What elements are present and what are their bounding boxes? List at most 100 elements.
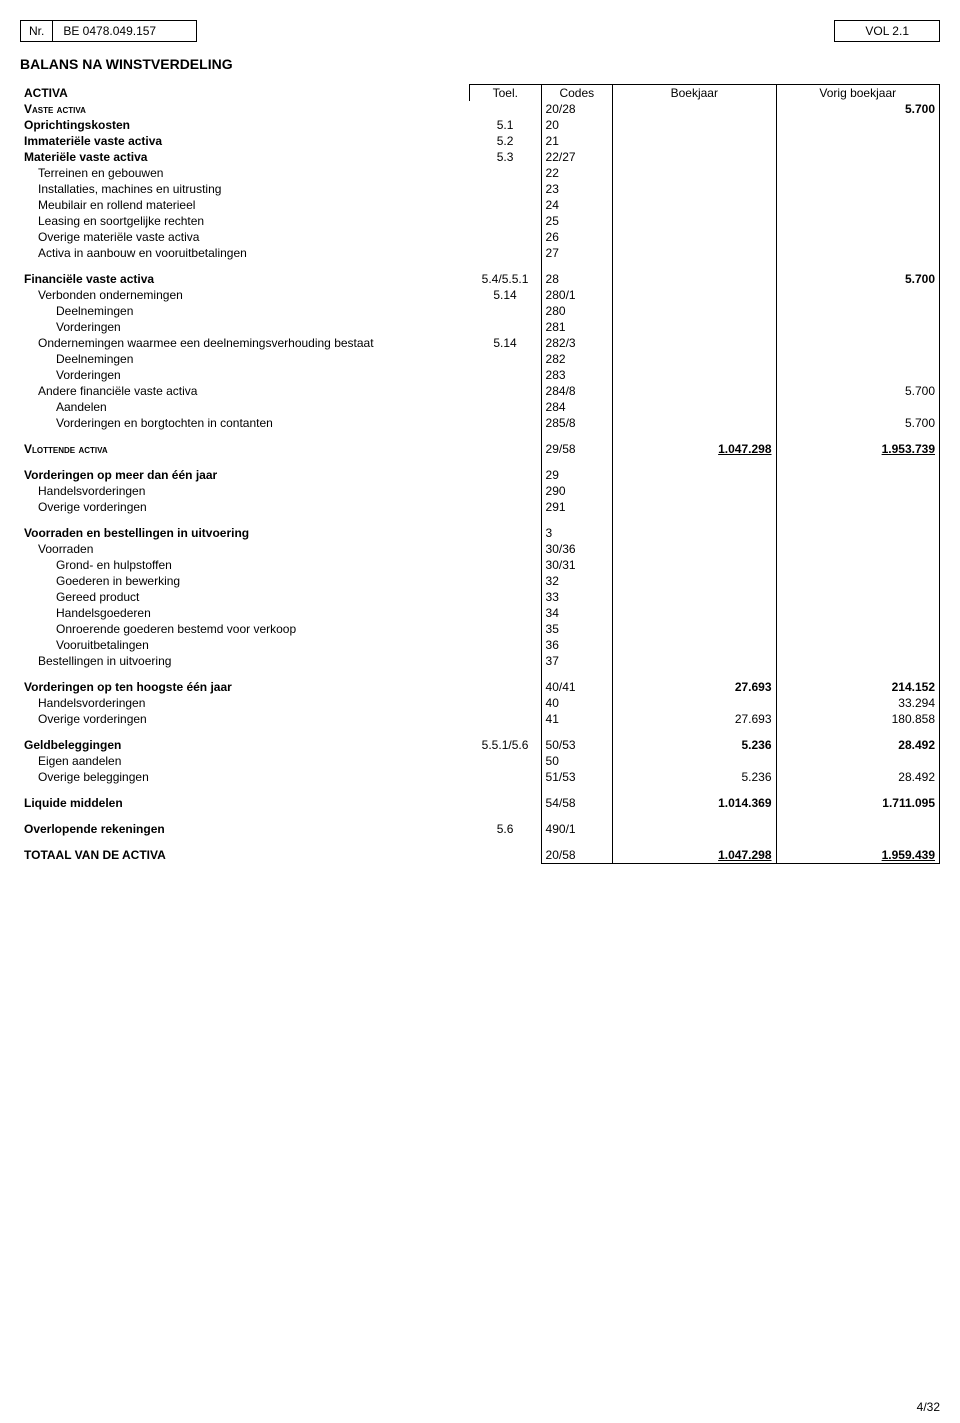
row-code: 3 bbox=[541, 525, 613, 541]
table-row: Overige materiële vaste activa26 bbox=[20, 229, 940, 245]
row-label: Andere financiële vaste activa bbox=[20, 383, 470, 399]
row-boekjaar: 27.693 bbox=[613, 679, 776, 695]
row-label: Eigen aandelen bbox=[20, 753, 470, 769]
row-boekjaar bbox=[613, 483, 776, 499]
row-code: 35 bbox=[541, 621, 613, 637]
row-label: Voorraden bbox=[20, 541, 470, 557]
table-row: Geldbeleggingen5.5.1/5.650/535.23628.492 bbox=[20, 737, 940, 753]
table-row: Vorderingen283 bbox=[20, 367, 940, 383]
row-boekjaar bbox=[613, 245, 776, 261]
row-toel bbox=[470, 165, 542, 181]
row-label: Vooruitbetalingen bbox=[20, 637, 470, 653]
table-row: Activa in aanbouw en vooruitbetalingen27 bbox=[20, 245, 940, 261]
row-toel: 5.14 bbox=[470, 287, 542, 303]
row-boekjaar bbox=[613, 117, 776, 133]
table-row: Handelsgoederen34 bbox=[20, 605, 940, 621]
row-toel bbox=[470, 573, 542, 589]
row-label: Terreinen en gebouwen bbox=[20, 165, 470, 181]
row-code: 284/8 bbox=[541, 383, 613, 399]
table-row: Vaste activa20/285.700 bbox=[20, 101, 940, 117]
row-vorig bbox=[776, 181, 939, 197]
row-code: 20/58 bbox=[541, 847, 613, 864]
col-toel: Toel. bbox=[470, 85, 542, 102]
row-label: Handelsvorderingen bbox=[20, 695, 470, 711]
row-boekjaar: 1.014.369 bbox=[613, 795, 776, 811]
row-label: Voorraden en bestellingen in uitvoering bbox=[20, 525, 470, 541]
row-boekjaar: 5.236 bbox=[613, 737, 776, 753]
row-toel bbox=[470, 605, 542, 621]
row-vorig bbox=[776, 287, 939, 303]
row-label: Handelsvorderingen bbox=[20, 483, 470, 499]
row-vorig bbox=[776, 117, 939, 133]
row-label: Verbonden ondernemingen bbox=[20, 287, 470, 303]
row-boekjaar bbox=[613, 149, 776, 165]
row-boekjaar bbox=[613, 573, 776, 589]
table-row: Bestellingen in uitvoering 37 bbox=[20, 653, 940, 669]
row-boekjaar bbox=[613, 605, 776, 621]
row-vorig bbox=[776, 399, 939, 415]
row-boekjaar bbox=[613, 695, 776, 711]
row-boekjaar: 1.047.298 bbox=[613, 441, 776, 457]
row-toel bbox=[470, 383, 542, 399]
row-code: 33 bbox=[541, 589, 613, 605]
table-row: Installaties, machines en uitrusting23 bbox=[20, 181, 940, 197]
row-boekjaar bbox=[613, 181, 776, 197]
row-vorig bbox=[776, 621, 939, 637]
row-toel bbox=[470, 621, 542, 637]
row-toel bbox=[470, 541, 542, 557]
row-label: Bestellingen in uitvoering bbox=[20, 653, 470, 669]
section-title: BALANS NA WINSTVERDELING bbox=[20, 56, 940, 72]
row-code: 32 bbox=[541, 573, 613, 589]
table-row: Andere financiële vaste activa 284/8 5.700 bbox=[20, 383, 940, 399]
spacer-row bbox=[20, 837, 940, 847]
row-vorig: 5.700 bbox=[776, 383, 939, 399]
row-boekjaar bbox=[613, 637, 776, 653]
row-code: 20 bbox=[541, 117, 613, 133]
row-label: Grond- en hulpstoffen bbox=[20, 557, 470, 573]
row-boekjaar bbox=[613, 467, 776, 483]
row-toel: 5.1 bbox=[470, 117, 542, 133]
row-vorig bbox=[776, 753, 939, 769]
row-code: 28 bbox=[541, 271, 613, 287]
nr-value: BE 0478.049.157 bbox=[53, 21, 196, 41]
table-row: Eigen aandelen50 bbox=[20, 753, 940, 769]
table-row: Vorderingen op meer dan één jaar29 bbox=[20, 467, 940, 483]
row-vorig bbox=[776, 637, 939, 653]
spacer-row bbox=[20, 457, 940, 467]
row-toel bbox=[470, 351, 542, 367]
row-toel bbox=[470, 197, 542, 213]
row-code: 34 bbox=[541, 605, 613, 621]
spacer-row bbox=[20, 669, 940, 679]
row-boekjaar bbox=[613, 213, 776, 229]
row-vorig bbox=[776, 245, 939, 261]
row-boekjaar bbox=[613, 753, 776, 769]
row-vorig bbox=[776, 367, 939, 383]
row-vorig bbox=[776, 499, 939, 515]
row-label: Vorderingen en borgtochten in contanten bbox=[20, 415, 470, 431]
row-boekjaar bbox=[613, 367, 776, 383]
row-vorig: 5.700 bbox=[776, 271, 939, 287]
col-vorig: Vorig boekjaar bbox=[776, 85, 939, 102]
row-code: 285/8 bbox=[541, 415, 613, 431]
vol-box: VOL 2.1 bbox=[834, 20, 940, 42]
row-toel bbox=[470, 181, 542, 197]
row-code: 37 bbox=[541, 653, 613, 669]
col-boekjaar: Boekjaar bbox=[613, 85, 776, 102]
row-toel bbox=[470, 467, 542, 483]
row-toel bbox=[470, 525, 542, 541]
table-row: Liquide middelen54/581.014.3691.711.095 bbox=[20, 795, 940, 811]
row-code: 30/31 bbox=[541, 557, 613, 573]
row-vorig bbox=[776, 653, 939, 669]
table-row: Terreinen en gebouwen22 bbox=[20, 165, 940, 181]
nr-label: Nr. bbox=[21, 21, 53, 41]
row-code: 20/28 bbox=[541, 101, 613, 117]
row-label: Ondernemingen waarmee een deelnemingsver… bbox=[20, 335, 470, 351]
row-vorig bbox=[776, 319, 939, 335]
spacer-row bbox=[20, 811, 940, 821]
row-code: 30/36 bbox=[541, 541, 613, 557]
row-code: 23 bbox=[541, 181, 613, 197]
row-vorig bbox=[776, 197, 939, 213]
row-code: 282 bbox=[541, 351, 613, 367]
row-vorig: 1.953.739 bbox=[776, 441, 939, 457]
row-boekjaar bbox=[613, 197, 776, 213]
